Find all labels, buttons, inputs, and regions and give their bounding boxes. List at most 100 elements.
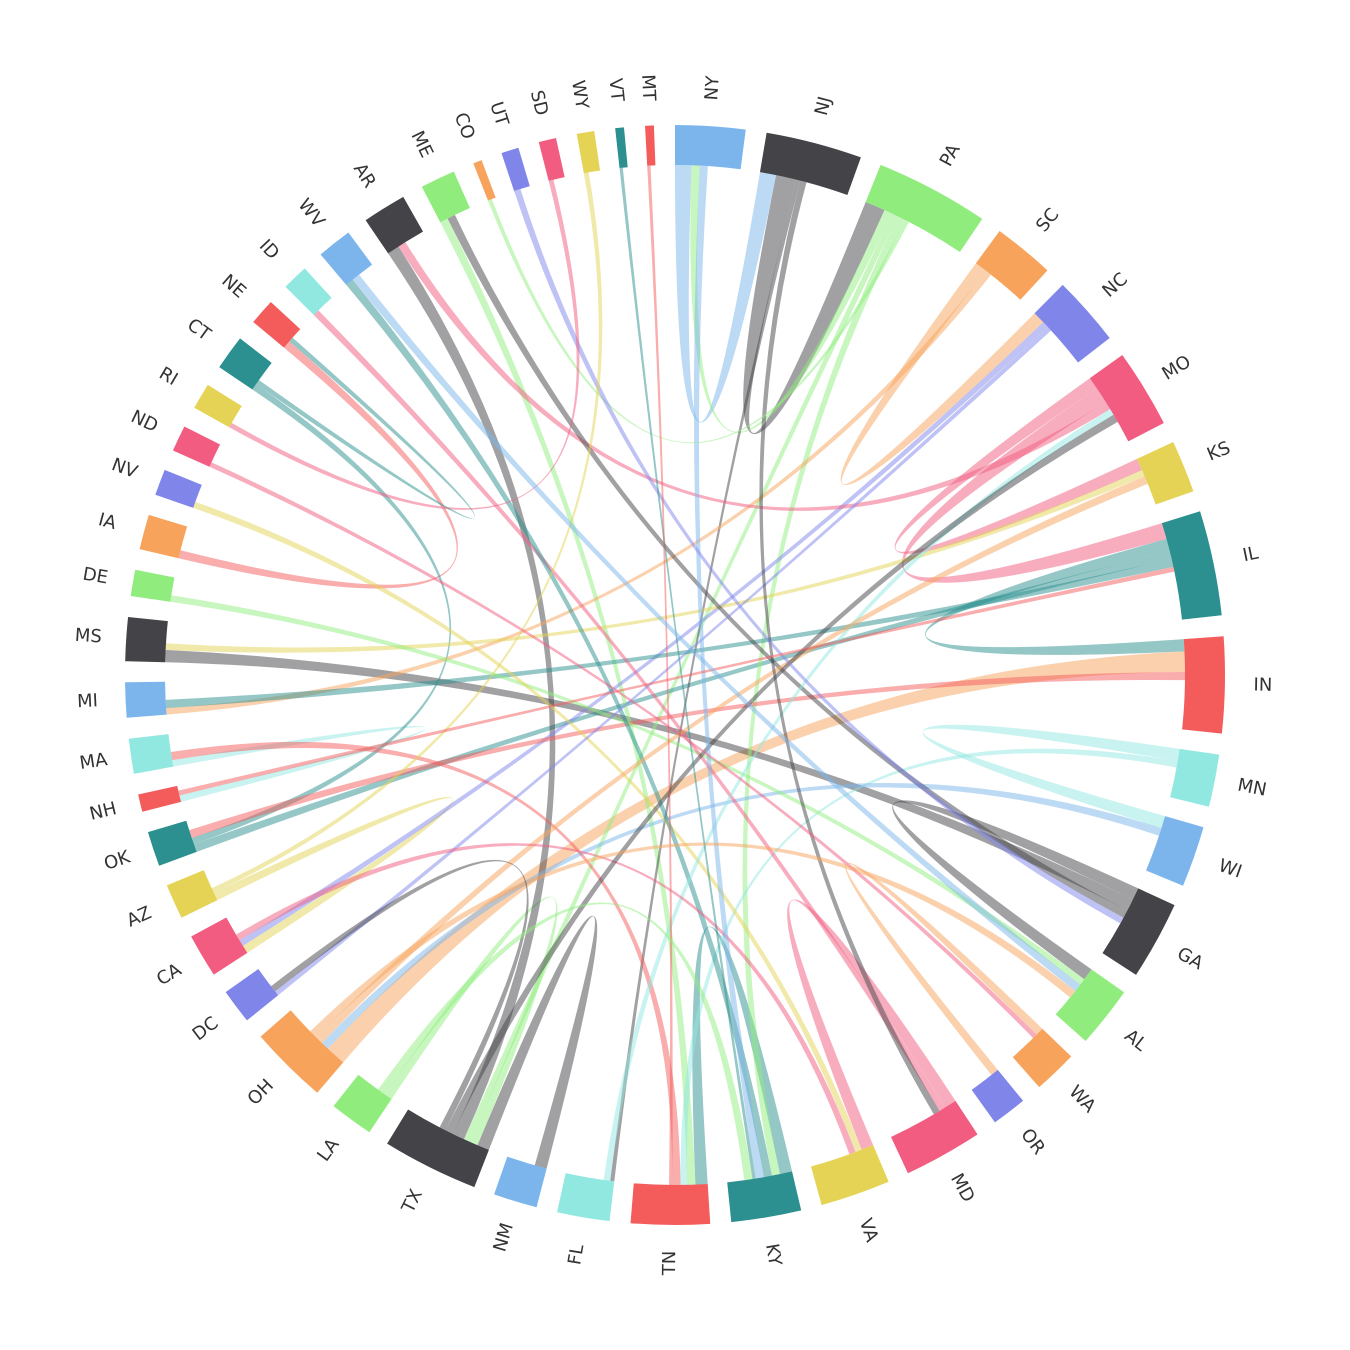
node-label: KY: [761, 1242, 786, 1268]
node-arc: [125, 681, 167, 718]
link-ribbon: [743, 175, 885, 435]
node-arc: [1182, 636, 1225, 734]
node-arc: [333, 1074, 392, 1133]
node-label: ID: [255, 235, 283, 263]
link-ribbon: [647, 165, 673, 1185]
node-label: NM: [489, 1221, 518, 1255]
node-arc: [125, 616, 168, 663]
link-ribbon: [191, 384, 452, 845]
node-arc: [421, 171, 470, 223]
node-label: OR: [1016, 1125, 1049, 1159]
link-ribbon: [619, 167, 756, 1180]
node-arc: [971, 1069, 1024, 1123]
node-arc: [130, 569, 175, 602]
link-ribbon: [844, 862, 1043, 1075]
node-arc: [1161, 511, 1222, 620]
node-arc: [128, 734, 174, 774]
node-label: NH: [88, 798, 119, 825]
node-label: SD: [526, 88, 552, 117]
link-ribbon: [787, 899, 956, 1150]
node-label: OH: [244, 1075, 278, 1109]
node-label: MS: [74, 625, 102, 648]
node-label: PA: [936, 140, 965, 170]
node-label: CT: [183, 314, 215, 345]
node-label: ND: [128, 406, 162, 437]
node-arc: [811, 1144, 889, 1206]
node-arc: [1136, 441, 1194, 505]
node-arc: [538, 138, 565, 181]
node-arc: [191, 917, 248, 975]
node-label: CA: [153, 959, 186, 990]
node-label: MI: [77, 690, 99, 712]
link-ribbon: [693, 165, 764, 1179]
node-label: WI: [1216, 855, 1245, 882]
node-label: DC: [189, 1013, 223, 1046]
node-label: SC: [1032, 204, 1063, 236]
node-label: MO: [1158, 351, 1194, 384]
node-arc: [219, 338, 272, 390]
node-arc: [155, 469, 202, 508]
node-label: DE: [81, 564, 109, 589]
node-arc: [1102, 888, 1175, 975]
node-label: MT: [637, 74, 659, 102]
node-arc: [138, 785, 182, 812]
node-arc: [576, 130, 601, 174]
node-arc: [494, 1156, 547, 1208]
node-label: IN: [1253, 675, 1272, 696]
node-arc: [501, 147, 530, 192]
node-arc: [387, 1109, 489, 1188]
link-ribbon: [692, 926, 793, 1185]
node-arc: [194, 384, 242, 428]
node-arc: [1089, 354, 1164, 442]
node-label: TX: [397, 1186, 427, 1217]
node-arc: [975, 230, 1048, 300]
node-arc: [225, 969, 279, 1021]
node-arc: [172, 426, 221, 467]
node-arc: [365, 196, 424, 254]
link-ribbon: [477, 915, 598, 1169]
node-label: MD: [946, 1170, 979, 1206]
node-arc: [253, 301, 301, 348]
node-label: AL: [1120, 1025, 1151, 1055]
node-arc: [166, 870, 218, 918]
node-arc: [473, 160, 496, 201]
node-label: NV: [109, 454, 141, 483]
link-ribbon: [178, 341, 458, 589]
node-arc: [1146, 816, 1204, 886]
node-label: NJ: [811, 94, 836, 117]
node-label: WA: [1064, 1081, 1100, 1117]
node-arc: [557, 1173, 615, 1222]
node-arc: [320, 232, 373, 286]
node-arc: [865, 164, 983, 252]
link-ribbon: [213, 797, 454, 953]
link-ribbon: [172, 725, 426, 802]
node-label: WY: [567, 79, 593, 112]
node-label: RI: [155, 363, 181, 390]
node-arc: [645, 125, 656, 166]
link-ribbon: [675, 165, 777, 423]
node-arc: [1055, 969, 1125, 1041]
node-arc: [675, 125, 746, 170]
node-label: AZ: [124, 902, 155, 931]
node-label: NC: [1098, 269, 1131, 302]
node-label: VT: [605, 77, 628, 103]
node-arc: [759, 132, 861, 196]
node-label: OK: [101, 846, 133, 875]
ribbons: [165, 165, 1185, 1185]
node-arc: [615, 127, 628, 169]
node-label: NY: [701, 74, 724, 101]
node-arc: [1012, 1028, 1072, 1088]
node-label: VA: [855, 1216, 883, 1246]
node-arc: [1170, 748, 1220, 807]
arcs: [125, 125, 1225, 1226]
node-label: FL: [564, 1243, 588, 1267]
link-ribbon: [321, 783, 1162, 1049]
link-ribbon: [925, 538, 1185, 655]
node-label: KS: [1204, 437, 1233, 465]
link-ribbon: [892, 800, 1139, 980]
node-arc: [285, 268, 332, 315]
node-label: IA: [96, 509, 119, 534]
node-arc: [260, 1010, 344, 1093]
